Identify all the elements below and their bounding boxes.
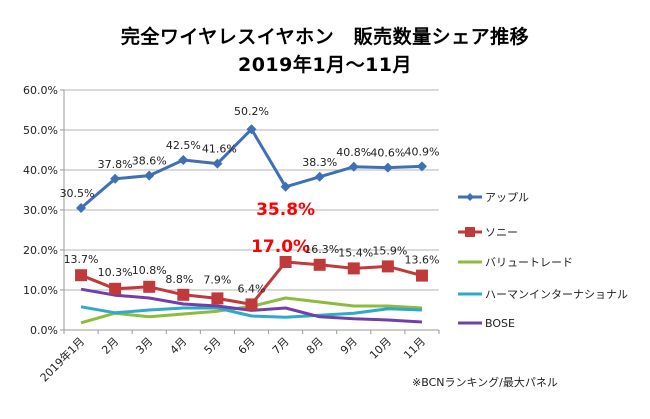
x-tick-label: 3月 <box>133 335 155 357</box>
legend-label: アップル <box>485 191 529 204</box>
data-point-square <box>381 260 394 273</box>
data-point-square <box>347 262 360 275</box>
series-group <box>75 124 428 325</box>
data-point-square <box>177 288 190 301</box>
x-tick-label: 6月 <box>236 335 258 357</box>
legend-marker-square <box>465 227 475 237</box>
legend-label: BOSE <box>485 317 515 330</box>
data-point-diamond <box>246 124 257 135</box>
data-point-diamond <box>110 173 121 184</box>
y-tick-label: 40.0% <box>23 164 58 177</box>
x-tick-label: 4月 <box>168 335 190 357</box>
data-point-square <box>211 292 224 305</box>
y-tick-label: 0.0% <box>30 324 58 337</box>
data-point-square <box>313 258 326 271</box>
data-label: 8.8% <box>165 273 193 286</box>
data-point-diamond <box>76 203 87 213</box>
x-axis-tick-labels: 2019年1月 2月 3月 4月 5月 6月 7月 8月 9月 10月 11月 <box>37 334 428 384</box>
data-label: 40.9% <box>404 145 439 158</box>
x-tick-label: 7月 <box>270 335 292 357</box>
legend-marker-diamond <box>466 193 474 201</box>
y-tick-label: 50.0% <box>23 124 58 137</box>
x-tick-label: 2月 <box>99 335 121 357</box>
axes <box>60 89 440 334</box>
data-label: 30.5% <box>60 187 95 200</box>
data-point-square <box>109 282 122 295</box>
chart-title: 完全ワイヤレスイヤホン 販売数量シェア推移 <box>120 26 530 48</box>
x-tick-label: 9月 <box>338 335 360 357</box>
data-label: 15.4% <box>338 246 373 259</box>
data-label: 13.7% <box>64 253 99 266</box>
data-point-diamond <box>212 158 223 169</box>
data-point-square <box>279 256 292 268</box>
x-tick-label: 8月 <box>304 335 326 357</box>
data-label: 42.5% <box>166 139 201 152</box>
y-tick-label: 10.0% <box>23 284 58 297</box>
y-axis-tick-labels: 0.0% 10.0% 20.0% 30.0% 40.0% 50.0% 60.0% <box>23 84 58 337</box>
data-label-highlight: 17.0% <box>251 237 310 257</box>
data-label: 40.8% <box>336 146 371 159</box>
data-point-square <box>245 298 258 311</box>
series-4 <box>80 305 423 319</box>
series-1 <box>76 124 427 213</box>
data-point-diamond <box>416 161 427 172</box>
source-footnote: ※BCNランキング/最大パネル <box>412 376 558 389</box>
data-label: 38.3% <box>302 156 337 169</box>
data-labels: 30.5% 37.8% 38.6% 42.5% 41.6% 50.2% 35.8% 38.3%… <box>60 105 440 295</box>
data-point-square <box>415 269 428 282</box>
data-label: 50.2% <box>234 105 269 118</box>
data-point-diamond <box>348 161 359 172</box>
legend-item-5: BOSE <box>458 317 515 330</box>
data-point-square <box>143 280 156 293</box>
y-tick-label: 30.0% <box>23 204 58 217</box>
legend-item-3: バリュートレード <box>458 256 573 269</box>
data-point-diamond <box>178 155 189 165</box>
legend-item-1: アップル <box>458 191 529 204</box>
data-point-diamond <box>144 170 155 181</box>
legend-label: ソニー <box>485 226 518 239</box>
legend-item-2: ソニー <box>458 226 518 239</box>
data-label: 38.6% <box>132 155 167 168</box>
data-point-diamond <box>314 171 325 182</box>
data-point-diamond <box>382 162 393 173</box>
data-point-diamond <box>280 181 291 192</box>
data-label: 16.3% <box>304 243 339 256</box>
legend-label: バリュートレード <box>485 256 573 269</box>
legend-item-4: ハーマンインターナショナル <box>458 288 628 301</box>
data-label-highlight: 35.8% <box>256 200 315 220</box>
data-label: 41.6% <box>202 143 237 156</box>
series-2 <box>75 256 428 311</box>
x-tick-label: 11月 <box>401 335 428 362</box>
x-tick-label: 10月 <box>367 335 394 362</box>
x-tick-label: 5月 <box>202 335 224 357</box>
data-label: 40.6% <box>370 147 405 160</box>
legend-label: ハーマンインターナショナル <box>485 288 628 301</box>
data-label: 6.4% <box>238 282 266 295</box>
data-label: 10.8% <box>132 264 167 277</box>
y-tick-label: 60.0% <box>23 84 58 97</box>
data-label: 7.9% <box>203 273 231 286</box>
data-label: 15.9% <box>372 244 407 257</box>
x-tick-label: 2019年1月 <box>37 334 87 384</box>
data-label: 10.3% <box>98 266 133 279</box>
chart-subtitle: 2019年1月～11月 <box>237 54 413 76</box>
series-line <box>80 305 423 319</box>
data-label: 37.8% <box>98 158 133 171</box>
data-point-square <box>75 269 88 282</box>
gridlines <box>64 89 439 291</box>
y-tick-label: 20.0% <box>23 244 58 257</box>
data-label: 13.6% <box>404 254 439 267</box>
